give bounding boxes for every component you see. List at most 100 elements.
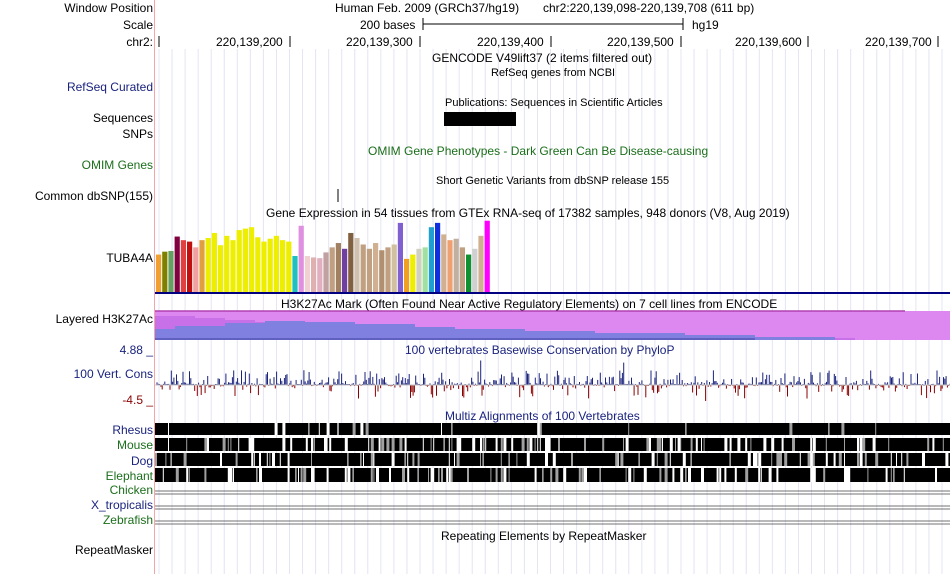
multiz-gap <box>386 438 390 451</box>
gtex-tissue-bar[interactable] <box>218 245 224 292</box>
gtex-tissue-bar[interactable] <box>410 254 416 292</box>
cons-track-label[interactable]: 100 Vert. Cons <box>73 367 153 381</box>
gtex-tissue-bar[interactable] <box>466 254 472 292</box>
gtex-tissue-bar[interactable] <box>174 236 180 292</box>
h3k27ac-graph[interactable] <box>155 0 950 574</box>
gencode-track-title[interactable]: GENCODE V49lift37 (2 items filtered out) <box>432 51 653 65</box>
gtex-tissue-bar[interactable] <box>180 240 186 292</box>
multiz-alignment-blocks[interactable] <box>155 0 950 574</box>
multiz-gap <box>459 438 462 451</box>
gtex-tissue-bar[interactable] <box>472 248 478 292</box>
sequences-track-label[interactable]: Sequences <box>92 111 153 125</box>
gtex-tissue-bar[interactable] <box>441 234 447 292</box>
multiz-gap <box>734 468 737 482</box>
multiz-gap <box>324 438 327 451</box>
gtex-tissue-bar[interactable] <box>379 250 385 292</box>
multiz-gap <box>441 468 443 482</box>
multiz-gap <box>352 423 356 435</box>
repeatmasker-track-label[interactable]: RepeatMasker <box>74 543 153 557</box>
gtex-tissue-bar[interactable] <box>354 238 360 292</box>
gtex-tissue-bar[interactable] <box>335 243 341 292</box>
gtex-tissue-bar[interactable] <box>484 220 490 292</box>
multiz-gap <box>771 438 775 451</box>
multiz-gap <box>251 438 255 451</box>
multiz-gap <box>784 453 788 466</box>
multiz-gap <box>779 453 782 466</box>
gtex-tissue-bar[interactable] <box>168 250 174 292</box>
gtex-tissue-bar[interactable] <box>193 247 199 292</box>
gtex-tissue-bar[interactable] <box>397 222 403 292</box>
gtex-tissue-bar[interactable] <box>304 256 310 292</box>
multiz-gap <box>578 468 581 482</box>
scale-text: 200 bases <box>360 18 416 32</box>
gtex-tissue-bar[interactable] <box>366 248 372 292</box>
gtex-tissue-bar[interactable] <box>416 248 422 292</box>
gtex-tissue-bar[interactable] <box>230 240 236 292</box>
gtex-tissue-bar[interactable] <box>211 232 217 292</box>
gtex-tissue-bar[interactable] <box>280 240 286 292</box>
gtex-tissue-bar[interactable] <box>205 238 211 292</box>
gtex-tissue-bar[interactable] <box>329 247 335 292</box>
multiz-gap <box>162 468 164 482</box>
conservation-wiggle[interactable] <box>155 0 950 574</box>
gtex-tissue-bar[interactable] <box>428 227 434 292</box>
gtex-tissue-bar[interactable] <box>317 258 323 292</box>
gtex-track-label[interactable]: TUBA4A <box>106 251 153 265</box>
gtex-tissue-bar[interactable] <box>373 243 379 292</box>
multiz-gap <box>677 438 681 451</box>
gtex-tissue-bar[interactable] <box>199 240 205 292</box>
species-label-elephant[interactable]: Elephant <box>105 469 153 483</box>
gtex-tissue-bar[interactable] <box>242 228 248 292</box>
gtex-tissue-bar[interactable] <box>342 248 348 292</box>
publication-sequence-block[interactable] <box>444 112 516 126</box>
species-label-rhesus[interactable]: Rhesus <box>112 423 153 437</box>
gtex-tissue-bar[interactable] <box>249 227 255 292</box>
species-label-x_tropicalis[interactable]: X_tropicalis <box>90 498 153 512</box>
gtex-tissue-bar[interactable] <box>404 258 410 292</box>
multiz-gap <box>555 468 559 482</box>
gtex-tissue-bar[interactable] <box>459 247 465 292</box>
species-label-zebrafish[interactable]: Zebrafish <box>102 513 153 527</box>
gtex-tissue-bar[interactable] <box>298 225 304 292</box>
gtex-tissue-bar[interactable] <box>187 241 193 292</box>
snps-track-label[interactable]: SNPs <box>122 127 153 141</box>
gtex-tissue-bar[interactable] <box>311 257 317 292</box>
misc-features <box>155 18 950 386</box>
multiz-gap <box>545 453 548 466</box>
species-label-dog[interactable]: Dog <box>130 454 153 468</box>
gtex-bar-graph[interactable] <box>155 0 950 574</box>
species-label-chicken[interactable]: Chicken <box>109 483 153 497</box>
gtex-tissue-bar[interactable] <box>267 238 273 292</box>
gtex-tissue-bar[interactable] <box>273 235 279 292</box>
gtex-tissue-bar[interactable] <box>224 235 230 292</box>
species-label-mouse[interactable]: Mouse <box>116 438 153 452</box>
track-area[interactable]: Human Feb. 2009 (GRCh37/hg19) chr2:220,1… <box>155 0 950 574</box>
gtex-tissue-bar[interactable] <box>435 222 441 292</box>
omim-track-label[interactable]: OMIM Genes <box>81 158 153 172</box>
multiz-gap <box>188 468 190 482</box>
dbsnp-track-label[interactable]: Common dbSNP(155) <box>34 189 153 203</box>
gtex-tissue-bar[interactable] <box>261 241 267 292</box>
gtex-tissue-bar[interactable] <box>156 254 162 292</box>
gtex-tissue-bar[interactable] <box>236 230 242 292</box>
gtex-tissue-bar[interactable] <box>385 247 391 292</box>
gtex-tissue-bar[interactable] <box>447 240 453 292</box>
gtex-tissue-bar[interactable] <box>162 251 168 292</box>
gtex-tissue-bar[interactable] <box>422 247 428 292</box>
gtex-tissue-bar[interactable] <box>292 256 298 292</box>
multiz-gap <box>295 468 297 482</box>
refseq-track-label[interactable]: RefSeq Curated <box>66 80 153 94</box>
gtex-tissue-bar[interactable] <box>286 241 292 292</box>
gtex-tissue-bar[interactable] <box>478 235 484 292</box>
gtex-tissue-bar[interactable] <box>391 244 397 292</box>
gtex-tissue-bar[interactable] <box>360 244 366 292</box>
left-border-line <box>154 0 155 574</box>
multiz-gap <box>256 468 258 482</box>
gtex-tissue-bar[interactable] <box>348 232 354 292</box>
gtex-tissue-bar[interactable] <box>453 238 459 292</box>
gtex-tissue-bar[interactable] <box>323 252 329 292</box>
multiz-gap <box>875 453 879 466</box>
multiz-gap <box>750 438 752 451</box>
h3k27ac-track-label[interactable]: Layered H3K27Ac <box>55 312 153 326</box>
gtex-tissue-bar[interactable] <box>255 237 261 292</box>
